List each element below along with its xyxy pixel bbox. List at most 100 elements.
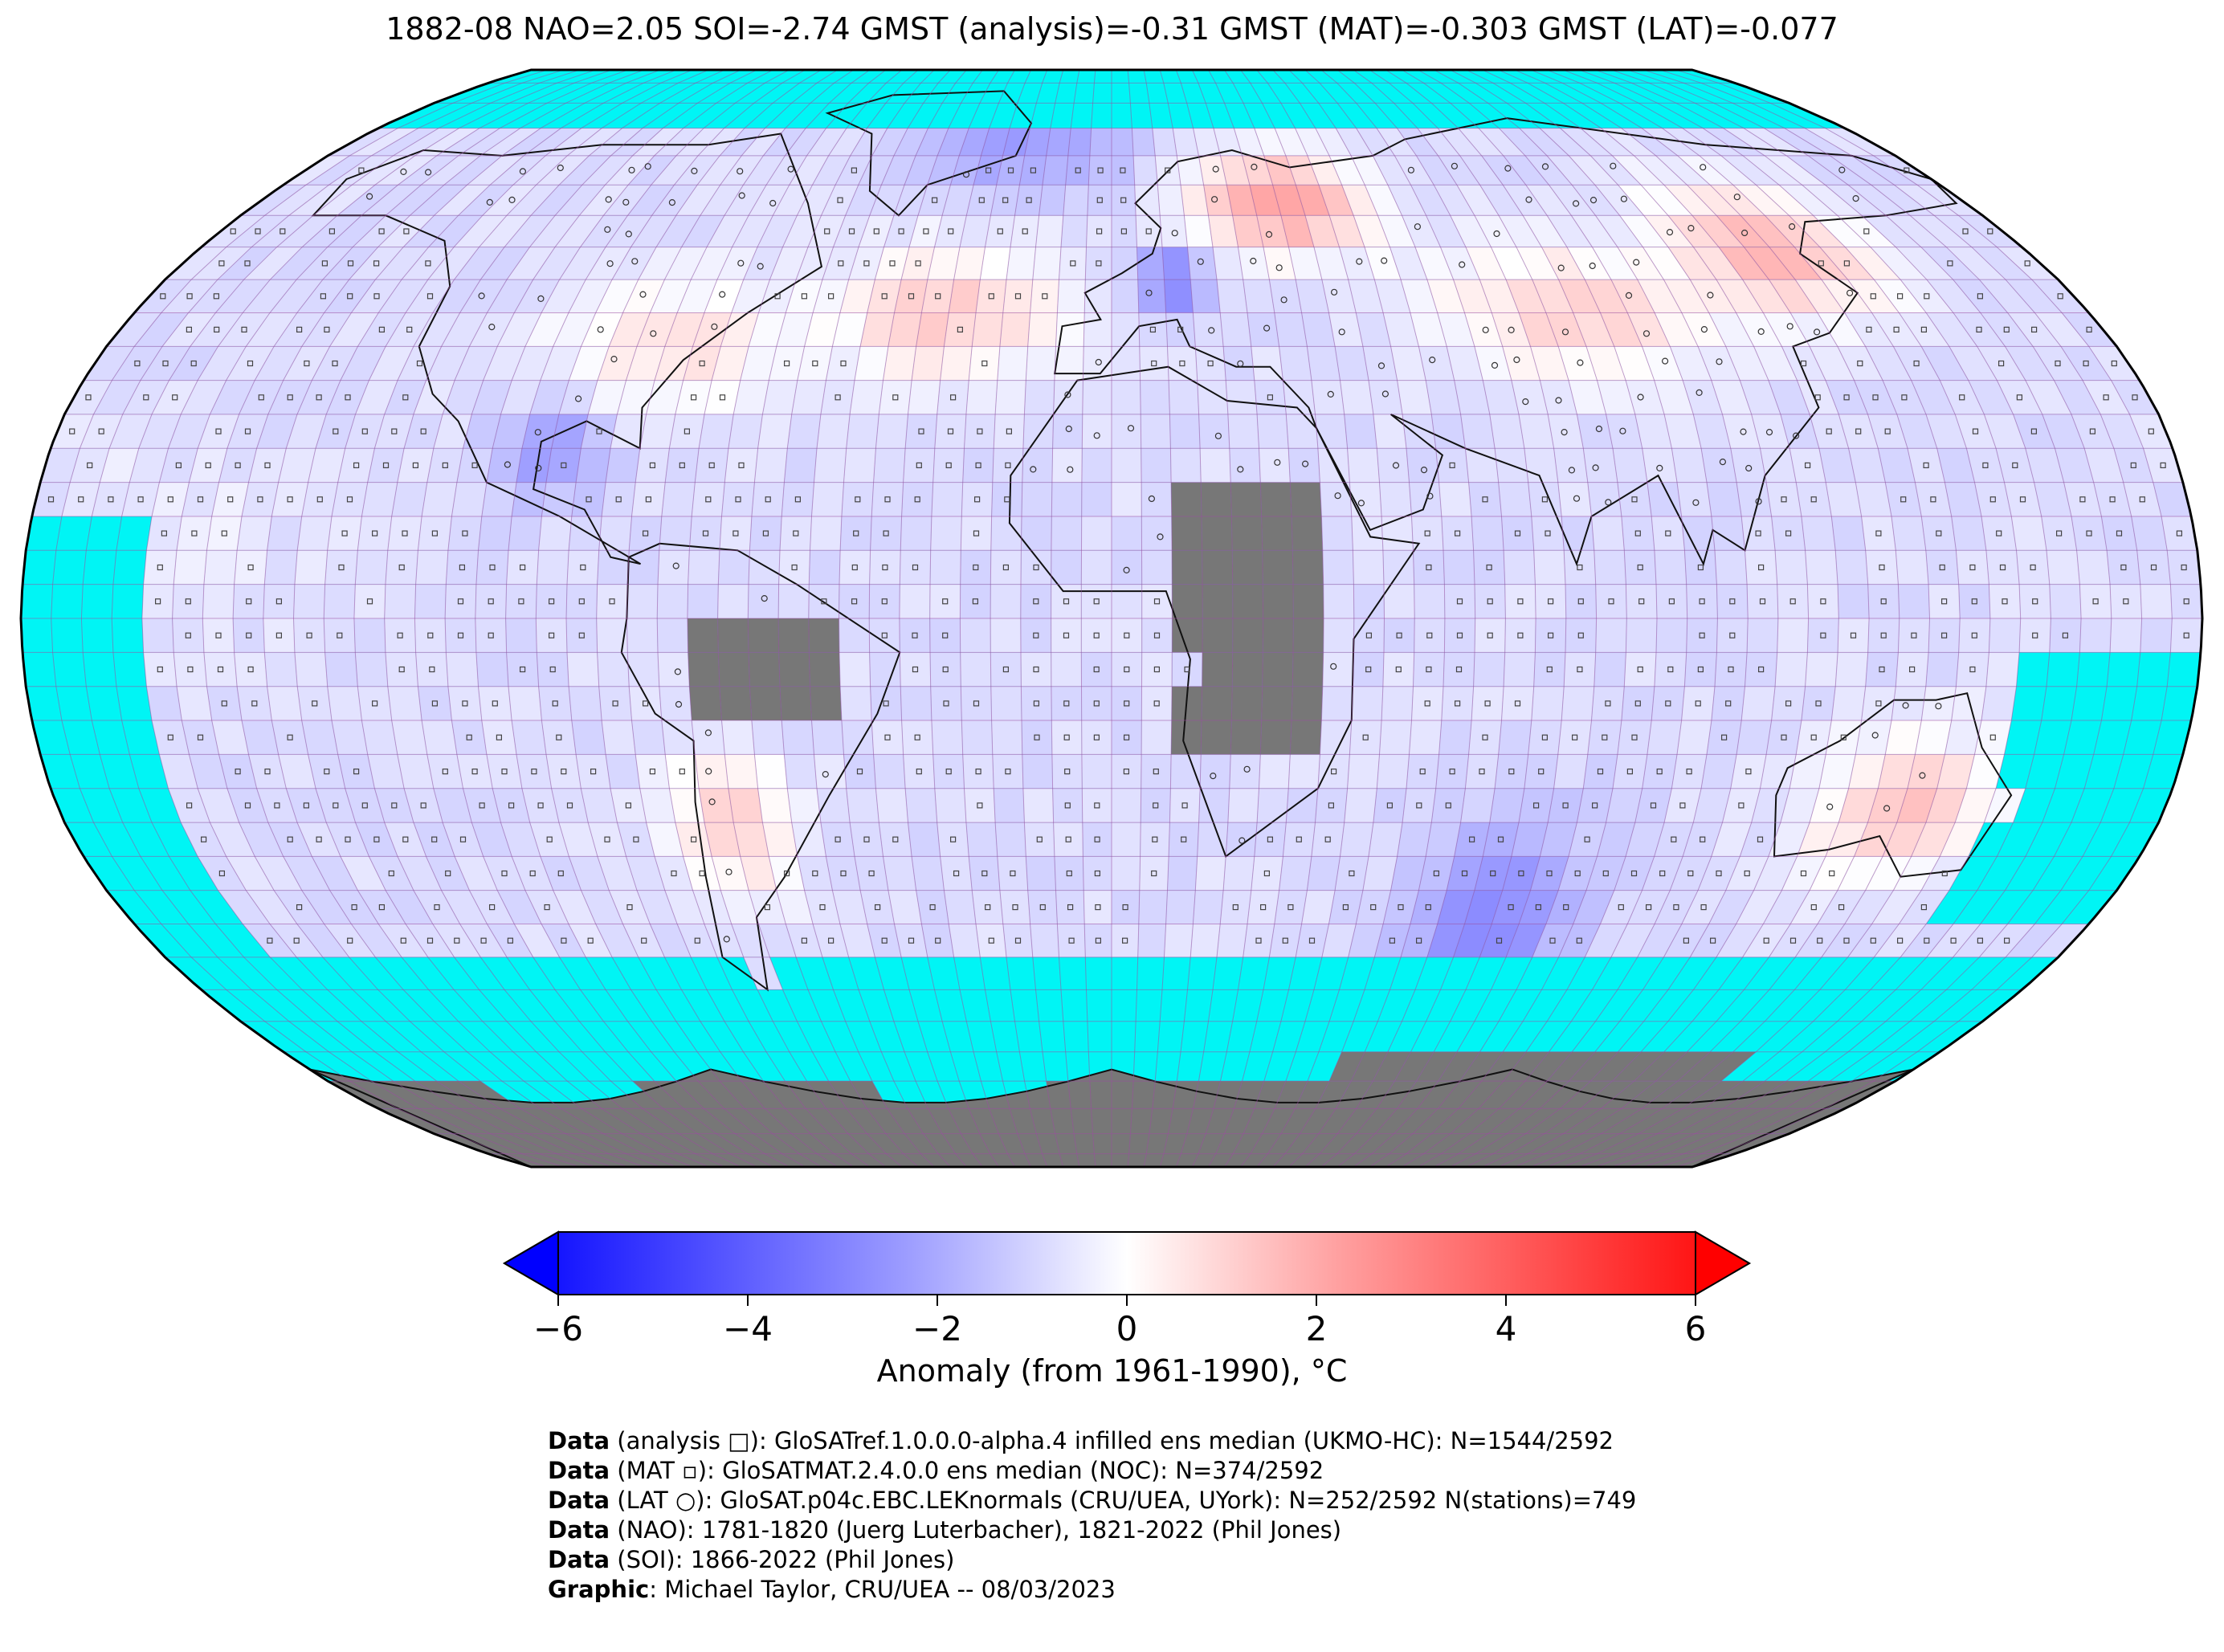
grid-cell [1141,652,1173,687]
analysis-marker [1800,360,1807,367]
analysis-marker [1181,836,1187,842]
analysis-marker [1370,904,1377,911]
analysis-marker [373,836,380,842]
meridian-line [1466,70,1779,1167]
analysis-marker [1484,700,1491,707]
grid-cell [1369,822,1403,857]
station-marker [1065,425,1072,433]
analysis-marker [945,462,952,469]
grid-cell [1525,1051,1573,1082]
analysis-marker [898,228,904,235]
grid-cell [173,550,207,585]
grid-cell [529,380,569,414]
grid-cell [1848,448,1886,483]
grid-cell [1406,448,1439,483]
grid-cell [804,312,840,347]
grid-cell [1825,128,1896,156]
grid-cell [1141,788,1171,823]
grid-cell [1275,128,1308,156]
analysis-marker [378,904,385,911]
analysis-marker [735,496,741,503]
analysis-marker [296,904,303,911]
grid-cell [588,822,626,857]
grid-cell [1460,788,1496,823]
grid-cell [1896,247,1953,280]
grid-cell [2031,924,2089,957]
grid-cell [1760,754,1797,789]
grid-cell [296,247,353,280]
grid-cell [1597,822,1635,857]
grid-cell [1141,720,1172,755]
analysis-marker [304,360,310,367]
grid-cell [1926,414,1967,449]
grid-cell [813,279,849,313]
grid-cell [1647,482,1682,516]
analysis-marker [1659,870,1666,877]
grid-cell [1683,128,1744,156]
grid-cell [1502,346,1540,381]
analysis-marker [1349,870,1355,877]
grid-cell [1775,652,1808,687]
analysis-marker [1989,496,1996,503]
analysis-marker [1646,904,1652,911]
grid-cell [1374,279,1410,313]
grid-cell [357,516,392,551]
analysis-marker [1875,700,1882,707]
grid-cell [1744,128,1809,156]
grid-cell [780,516,812,551]
grid-cell [656,215,700,247]
grid-cell [1592,247,1638,280]
analysis-marker [972,598,979,605]
grid-cell [1558,279,1601,313]
analysis-marker [1920,904,1927,911]
grid-cell [598,516,632,551]
analysis-marker [1840,734,1847,740]
grid-cell [2131,516,2168,551]
grid-cell [445,584,476,618]
analysis-marker [1665,700,1671,707]
grid-cell [1085,247,1112,280]
grid-cell [1382,550,1414,585]
grid-cell [459,924,507,957]
grid-cell [937,822,969,857]
grid-cell [1844,890,1894,924]
grid-cell [1382,652,1414,687]
analysis-marker [923,228,929,235]
analysis-marker [218,870,225,877]
station-marker [628,166,635,173]
analysis-marker [882,564,888,571]
grid-cell [1634,788,1672,823]
grid-cell [909,215,943,247]
grid-cell [1501,516,1534,551]
grid-cell [1668,247,1716,280]
grid-cell [1741,516,1776,551]
grid-cell [1561,516,1594,551]
grid-cell [962,448,994,483]
analysis-marker [1002,197,1009,203]
analysis-marker [2111,360,2117,367]
meridian-line [1418,70,1688,1167]
meridian-line [1240,70,1355,1167]
grid-cell [1435,754,1469,789]
analysis-marker [161,530,167,536]
analysis-marker [1124,632,1130,638]
analysis-marker [244,428,251,434]
station-marker [1633,259,1640,266]
grid-cell [707,215,749,247]
analysis-marker [1941,632,1948,638]
grid-cell [218,312,270,347]
grid-cell [2136,550,2171,585]
analysis-marker [892,394,899,401]
coastline-southAmerica [620,542,901,992]
grid-cell [1483,380,1519,414]
grid-cell [1730,754,1767,789]
grid-cell [1243,924,1275,957]
analysis-marker [1532,802,1540,809]
grid-cell [1285,155,1319,186]
station-marker [1067,466,1074,473]
analysis-marker [912,564,919,571]
grid-cell [1981,686,2017,720]
analysis-marker [1687,870,1694,877]
grid-cell [569,346,610,381]
grid-cell [1311,822,1345,857]
